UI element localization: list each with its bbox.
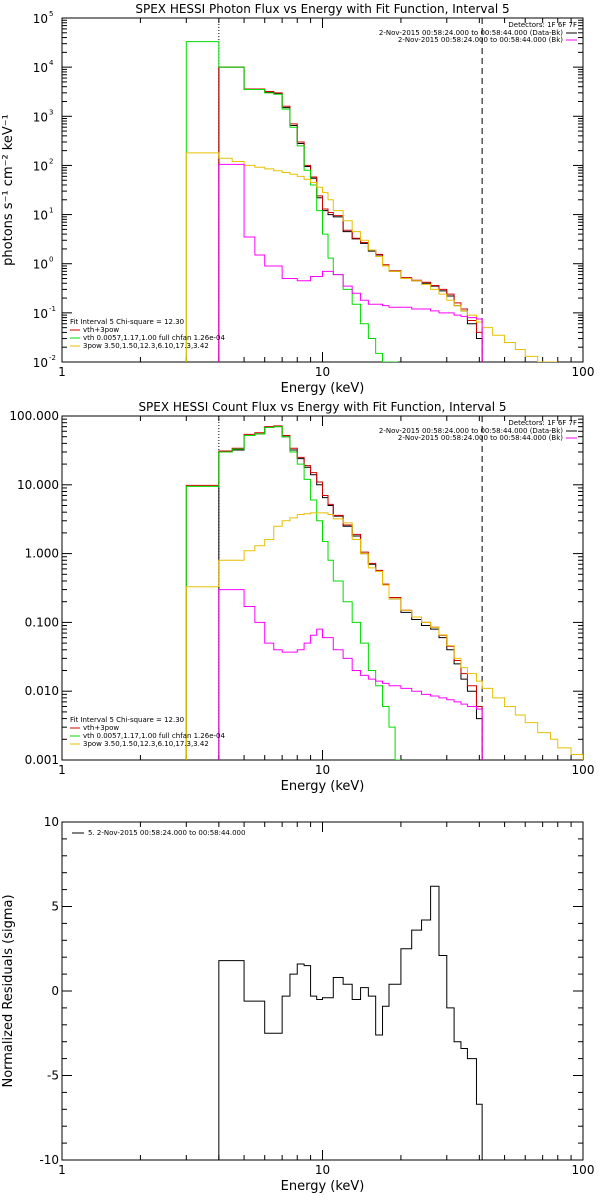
chart-panel-2: 1 10 100 0.001 0.010 0.100 1.000 10.000 100.000 S…	[9, 400, 594, 794]
y-axis-label: photons s⁻¹ cm⁻² keV⁻¹	[1, 114, 16, 266]
y-tick-label: 10	[33, 307, 48, 321]
y-tick-exponent: 2	[49, 157, 53, 165]
x-tick-label: 1	[58, 365, 66, 379]
y-tick-label: 10	[33, 61, 48, 75]
series-line-1	[218, 885, 483, 1160]
series-line-5	[218, 589, 483, 760]
chart-panel-3: 1 10 100 -10 -5 0 5 10 Energy (keV) Normalized Re…	[1, 815, 594, 1194]
plot-frame	[61, 415, 584, 761]
series-group	[185, 41, 558, 362]
x-tick-label: 100	[572, 763, 595, 777]
y-tick-label: 10	[33, 110, 48, 124]
legend-fit-entry: 3pow 3.50,1.50,12.3,6.10,17.3,3.42	[83, 342, 209, 350]
series-line-1	[218, 426, 483, 760]
y-tick-label: 10	[33, 159, 48, 173]
y-tick-exponent: -2	[49, 354, 56, 362]
legend-entry-label: 2-Nov-2015 00:58:24.000 to 00:58:44.000 …	[398, 434, 563, 442]
y-tick-exponent: 5	[49, 10, 53, 18]
y-tick-label: 0.100	[25, 615, 59, 629]
x-tick-label: 100	[572, 365, 595, 379]
x-axis-label: Energy (keV)	[281, 381, 365, 396]
series-line-4	[185, 152, 558, 362]
legend-residual-entry: 5. 2-Nov-2015 00:58:24.000 to 00:58:44.0…	[88, 829, 245, 837]
y-tick-exponent: 1	[49, 207, 53, 215]
y-axis-label: Normalized Residuals (sigma)	[1, 894, 16, 1087]
legend-fit-entry: vth 0.0057,1.17,1.00 full chfan 1.26e-04	[83, 732, 225, 740]
y-tick-label: 10	[33, 258, 48, 272]
x-tick-label: 10	[315, 1163, 330, 1177]
x-axis-label: Energy (keV)	[281, 1179, 365, 1194]
y-tick-label: 10	[33, 12, 48, 26]
series-line-2	[185, 425, 483, 760]
legend-entry-label: 2-Nov-2015 00:58:24.000 to 00:58:44.000 …	[379, 29, 563, 37]
series-line-1	[218, 66, 483, 362]
x-tick-label: 100	[572, 1163, 595, 1177]
y-tick-label: -10	[39, 1153, 59, 1167]
legend-fit-header: Fit Interval 5 Chi-square = 12.30	[70, 318, 184, 326]
series-group	[185, 425, 583, 760]
y-tick-label: 0.001	[25, 753, 59, 767]
y-tick-label: 10	[33, 209, 48, 223]
y-tick-label: 10	[44, 815, 59, 829]
y-tick-exponent: 4	[49, 59, 54, 67]
y-tick-exponent: 3	[49, 108, 53, 116]
series-line-3	[185, 41, 399, 362]
plot-frame	[61, 821, 584, 1161]
x-tick-label: 10	[315, 763, 330, 777]
y-tick-label: 0.010	[25, 684, 59, 698]
y-tick-exponent: 0	[49, 256, 53, 264]
series-line-3	[185, 426, 401, 760]
y-tick-label: 100.000	[9, 409, 59, 423]
x-tick-label: 1	[58, 1163, 66, 1177]
legend-fit-entry: vth+3pow	[83, 724, 119, 732]
legend-fit-entry: vth 0.0057,1.17,1.00 full chfan 1.26e-04	[83, 334, 225, 342]
legend-detectors: Detectors: 1F 6F 7F	[508, 419, 577, 427]
chart-title: SPEX HESSI Photon Flux vs Energy with Fi…	[135, 2, 509, 16]
legend-entry-label: 2-Nov-2015 00:58:24.000 to 00:58:44.000 …	[398, 36, 563, 44]
y-tick-label: 10.000	[17, 478, 59, 492]
series-line-5	[218, 163, 483, 362]
legend-fit-entry: vth+3pow	[83, 326, 119, 334]
series-line-2	[218, 66, 483, 362]
legend-fit-entry: 3pow 3.50,1.50,12.3,6.10,17.3,3.42	[83, 740, 209, 748]
series-group	[218, 885, 483, 1160]
legend-detectors: Detectors: 1F 6F 7F	[508, 21, 577, 29]
legend-fit-header: Fit Interval 5 Chi-square = 12.30	[70, 716, 184, 724]
x-tick-label: 1	[58, 763, 66, 777]
y-tick-label: 10	[33, 356, 48, 370]
y-tick-label: 5	[51, 900, 59, 914]
legend-entry-label: 2-Nov-2015 00:58:24.000 to 00:58:44.000 …	[379, 427, 563, 435]
x-tick-label: 10	[315, 365, 330, 379]
y-tick-label: 1.000	[25, 547, 59, 561]
y-tick-label: -5	[47, 1069, 59, 1083]
chart-title: SPEX HESSI Count Flux vs Energy with Fit…	[138, 400, 506, 414]
series-line-4	[185, 512, 583, 760]
y-tick-exponent: -1	[49, 305, 56, 313]
y-tick-label: 0	[51, 984, 59, 998]
x-axis-label: Energy (keV)	[281, 779, 365, 794]
